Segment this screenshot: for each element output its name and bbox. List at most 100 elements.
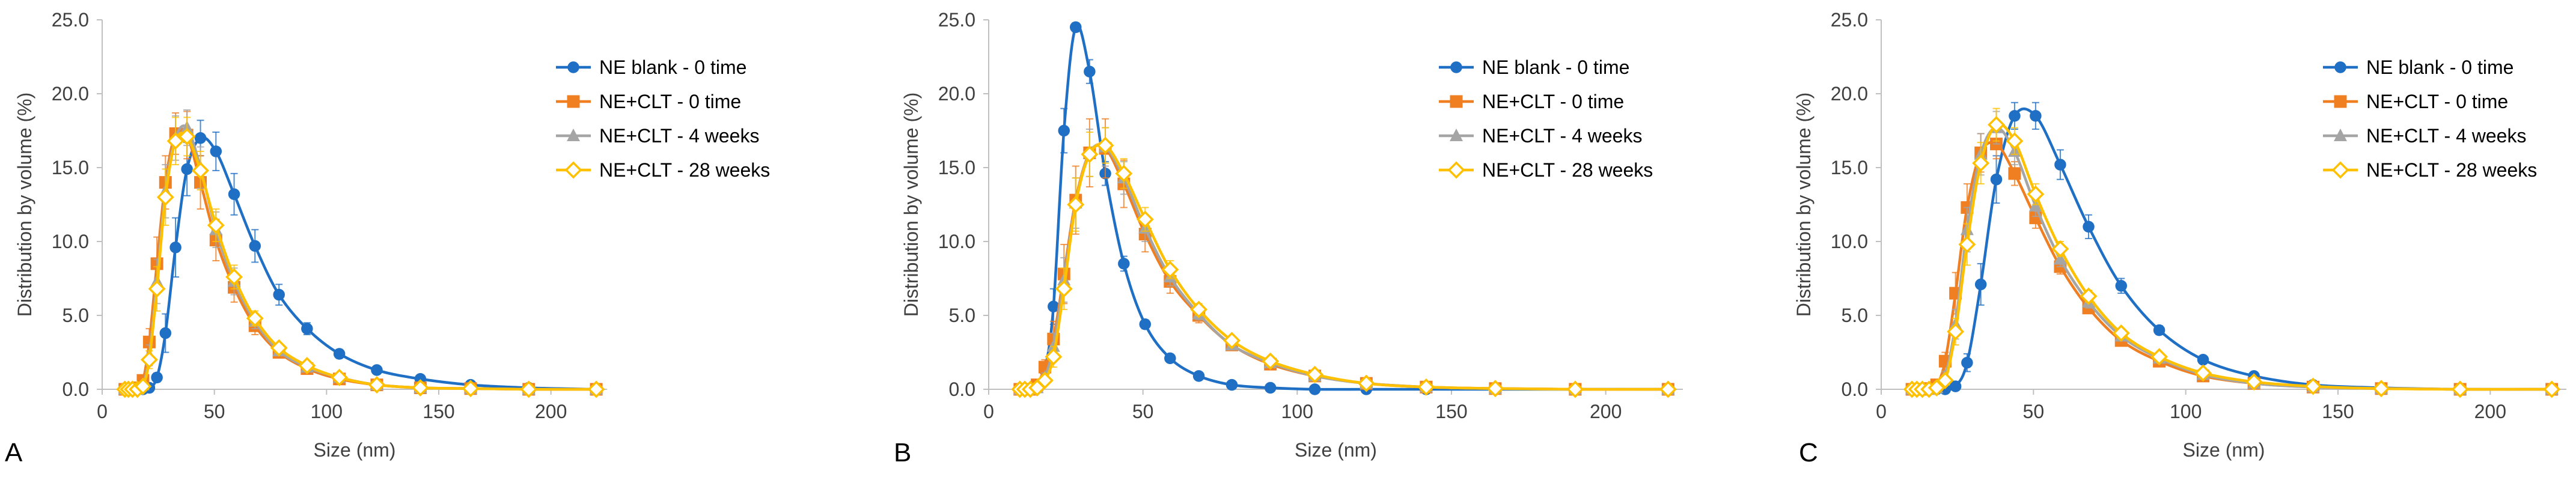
panel-a-data-point: [159, 327, 172, 339]
panel-a-legend-marker: [567, 61, 579, 73]
panel-c-data-point: [2009, 110, 2021, 122]
panel-a-x-tick-label: 0: [97, 401, 108, 422]
panel-a-data-point: [587, 380, 605, 398]
panel-b-data-point: [1096, 136, 1114, 154]
panel-a-data-point: [210, 145, 222, 157]
panel-a-data-point: [207, 216, 225, 234]
panel-c-data-point: [1927, 379, 1946, 397]
panel-b-y-tick-label: 15.0: [938, 157, 975, 178]
panel-c-data-point: [2053, 252, 2067, 265]
panel-b-data-point: [1264, 381, 1277, 394]
panel-c-y-axis-title: Distribution by volume (%): [1793, 93, 1814, 317]
panel-c-data-point: [2372, 380, 2390, 398]
panel-c-x-tick-label: 50: [2023, 401, 2045, 422]
panel-c-legend-label: NE blank - 0 time: [2366, 56, 2513, 78]
panel-b-legend-marker: [1447, 161, 1465, 179]
panel-a-data-point: [333, 348, 346, 360]
panel-c-data-point: [2153, 324, 2165, 336]
panel-a-legend-label: NE+CLT - 4 weeks: [599, 125, 759, 147]
panel-a-legend: NE blank - 0 time NE+CLT - 0 time NE+CLT -…: [556, 56, 770, 181]
panel-b-x-axis-title: Size (nm): [1295, 439, 1377, 461]
panel-b-series-line: [1019, 144, 1668, 391]
panel-b-data-point: [1055, 280, 1073, 298]
panel-a-series-1: [118, 120, 602, 395]
panel-b-data-point: [1081, 145, 1099, 163]
panel-b-y-axis-title: Distribution by volume (%): [900, 93, 922, 317]
panel-b-data-point: [1486, 380, 1504, 398]
panel-a-data-point: [371, 364, 383, 376]
panel-a-data-point: [156, 188, 174, 206]
panel-c-data-point: [2150, 348, 2169, 366]
panel-c-legend-label: NE+CLT - 28 weeks: [2366, 159, 2537, 181]
panel-c-y-tick-label: 0.0: [1842, 378, 1868, 400]
panel-b-x-tick-label: 150: [1435, 401, 1467, 422]
panel-a-data-point: [246, 309, 264, 327]
panel-c-legend-label: NE+CLT - 0 time: [2366, 91, 2508, 112]
panel-a-legend-label: NE+CLT - 28 weeks: [599, 159, 770, 181]
panel-c-legend-label: NE+CLT - 4 weeks: [2366, 125, 2526, 147]
panel-b-data-point: [1223, 332, 1241, 350]
panel-a-legend-label: NE blank - 0 time: [599, 56, 746, 78]
panel-b-x-tick-label: 0: [983, 401, 994, 422]
panel-a-y-tick-label: 0.0: [63, 378, 89, 400]
panel-c-data-point: [1974, 278, 1987, 291]
panel-b-series-line: [1019, 143, 1668, 391]
panel-a-data-point: [134, 377, 152, 395]
panel-b-series-4: [1011, 127, 1677, 398]
panel-a-data-point: [331, 368, 349, 386]
panel-c-data-point: [2054, 159, 2066, 171]
panel-b-data-point: [1067, 196, 1085, 213]
panel-c-data-point: [1947, 323, 1965, 341]
panel-c-legend-marker: [2331, 161, 2349, 179]
panel-a-data-point: [273, 288, 285, 301]
panel-b-legend-marker: [1450, 129, 1463, 141]
panel-c-data-point: [2245, 373, 2263, 391]
panel-c-data-point: [1949, 380, 1962, 392]
panel-a-y-tick-label: 5.0: [63, 305, 89, 326]
panel-a-chart: 0.0 5.0 10.0 15.0 20.0 25.0 0 50 100 150 200 Size (…: [5, 9, 770, 467]
panel-a-x-axis-title: Size (nm): [314, 439, 396, 461]
panel-b-series-line: [1019, 142, 1668, 391]
panel-b-y-tick-label: 0.0: [949, 378, 975, 400]
panel-b-data-point: [1417, 378, 1435, 396]
panel-a-data-point: [225, 268, 243, 286]
panel-b-data-point: [1659, 380, 1677, 398]
panel-c-legend-marker: [2334, 129, 2347, 141]
panel-b-chart: 0.0 5.0 10.0 15.0 20.0 25.0 0 50 100 150 200 Size (…: [894, 9, 1683, 467]
panel-c-data-point: [2080, 287, 2098, 305]
panel-a-x-tick-label: 200: [535, 401, 567, 422]
panel-b-data-point: [1084, 65, 1096, 77]
panel-b-data-point: [1046, 339, 1060, 352]
panel-c-y-tick-label: 15.0: [1831, 157, 1868, 178]
panel-b-legend-label: NE blank - 0 time: [1482, 56, 1629, 78]
panel-b-x-tick-label: 100: [1281, 401, 1313, 422]
panel-b-data-point: [1262, 352, 1280, 370]
panel-c-x-tick-label: 150: [2322, 401, 2354, 422]
panel-b-data-point: [1306, 365, 1324, 383]
panel-a-data-point: [178, 127, 196, 145]
panel-b-legend-label: NE+CLT - 0 time: [1482, 91, 1624, 112]
panel-a-data-point: [462, 380, 480, 398]
panel-c-y-tick-label: 5.0: [1842, 305, 1868, 326]
panel-a-data-point: [192, 162, 209, 180]
panel-b-legend-marker: [1450, 61, 1462, 73]
panel-a-data-point: [228, 188, 240, 201]
panel-a-data-point: [194, 132, 207, 144]
panel-c-x-tick-label: 100: [2170, 401, 2202, 422]
panel-b-x-tick-label: 200: [1590, 401, 1622, 422]
panel-b-data-point: [1308, 383, 1321, 395]
panel-b-data-point: [1045, 348, 1063, 366]
panel-a-data-point: [151, 371, 163, 384]
panel-a-legend-label: NE+CLT - 0 time: [599, 91, 741, 112]
panel-a-data-point: [140, 351, 158, 369]
panel-a-data-point: [411, 379, 429, 397]
panel-b-legend: NE blank - 0 time NE+CLT - 0 time NE+CLT -…: [1439, 56, 1653, 181]
panel-a-y-tick-label: 25.0: [52, 9, 89, 31]
panel-b-data-point: [1190, 300, 1208, 318]
panel-b-y-tick-label: 20.0: [938, 83, 975, 105]
panel-c-data-point: [1961, 356, 1973, 369]
panel-c-y-tick-label: 20.0: [1831, 83, 1868, 105]
panel-c-data-point: [2112, 324, 2130, 342]
